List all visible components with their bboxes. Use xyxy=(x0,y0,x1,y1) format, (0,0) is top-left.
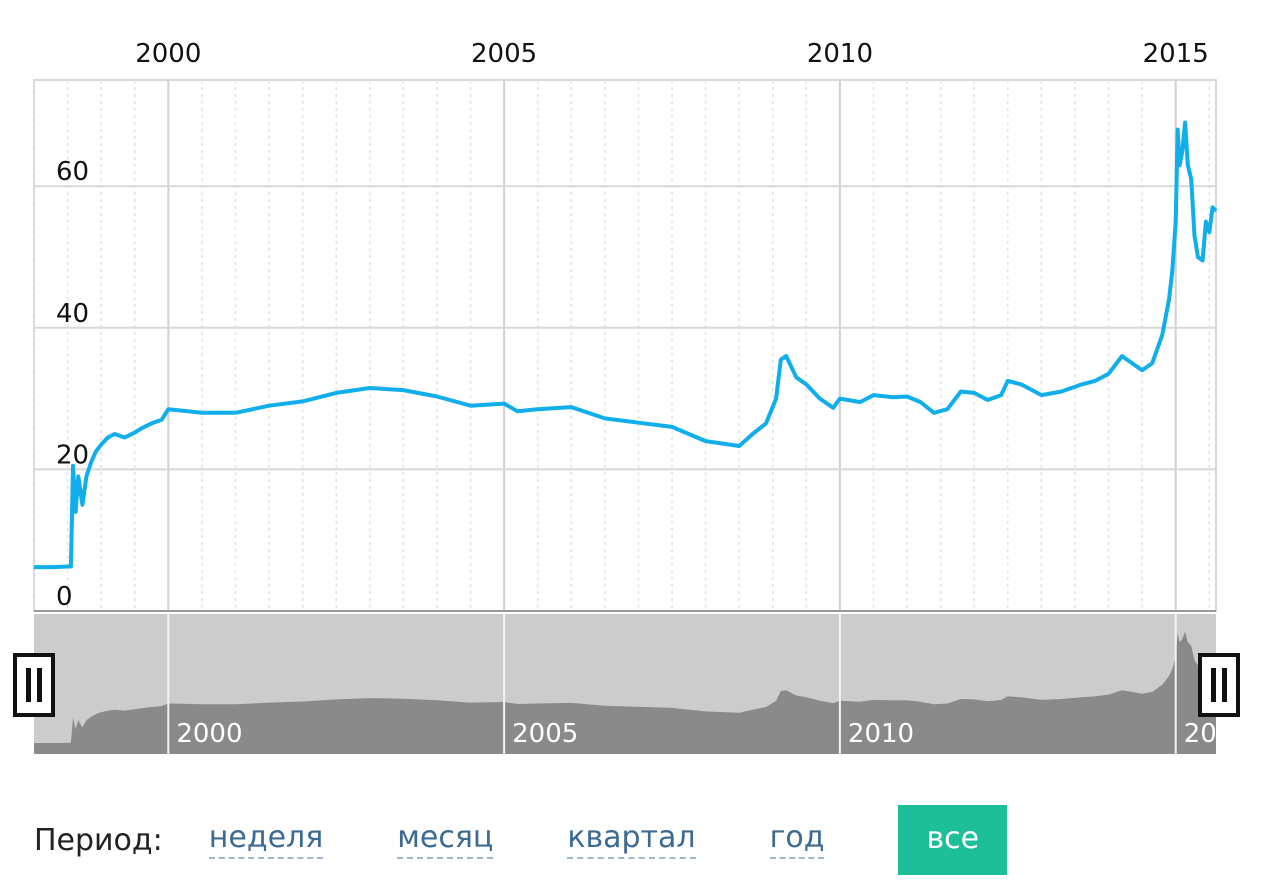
period-quarter-button[interactable]: квартал xyxy=(567,821,696,859)
navigator-tick-label: 2015 xyxy=(1184,719,1250,749)
y-tick-label: 40 xyxy=(56,299,89,329)
y-tick-label: 0 xyxy=(56,582,73,612)
period-selector: Период: неделя месяц квартал год все xyxy=(34,805,1008,875)
period-year-button[interactable]: год xyxy=(769,821,825,859)
series-line xyxy=(34,120,1218,570)
navigator-tick-label: 2000 xyxy=(176,719,242,749)
x-tick-label: 2000 xyxy=(135,39,201,69)
period-label: Период: xyxy=(34,822,163,858)
y-tick-label: 60 xyxy=(56,157,89,187)
navigator-tick-label: 2005 xyxy=(512,719,578,749)
plot-frame xyxy=(33,79,1217,612)
navigator[interactable]: 2000 2005 2010 2015 xyxy=(34,614,1250,754)
period-month-button[interactable]: месяц xyxy=(397,821,494,859)
period-week-button[interactable]: неделя xyxy=(208,821,324,859)
x-tick-label: 2005 xyxy=(471,39,537,69)
navigator-right-handle[interactable] xyxy=(1198,653,1240,717)
navigator-tick-label: 2010 xyxy=(848,719,914,749)
navigator-left-handle[interactable] xyxy=(13,653,55,717)
x-tick-label: 2015 xyxy=(1143,39,1209,69)
navigator-series-area xyxy=(34,631,1216,754)
x-tick-label: 2010 xyxy=(807,39,873,69)
period-all-button[interactable]: все xyxy=(898,805,1008,875)
